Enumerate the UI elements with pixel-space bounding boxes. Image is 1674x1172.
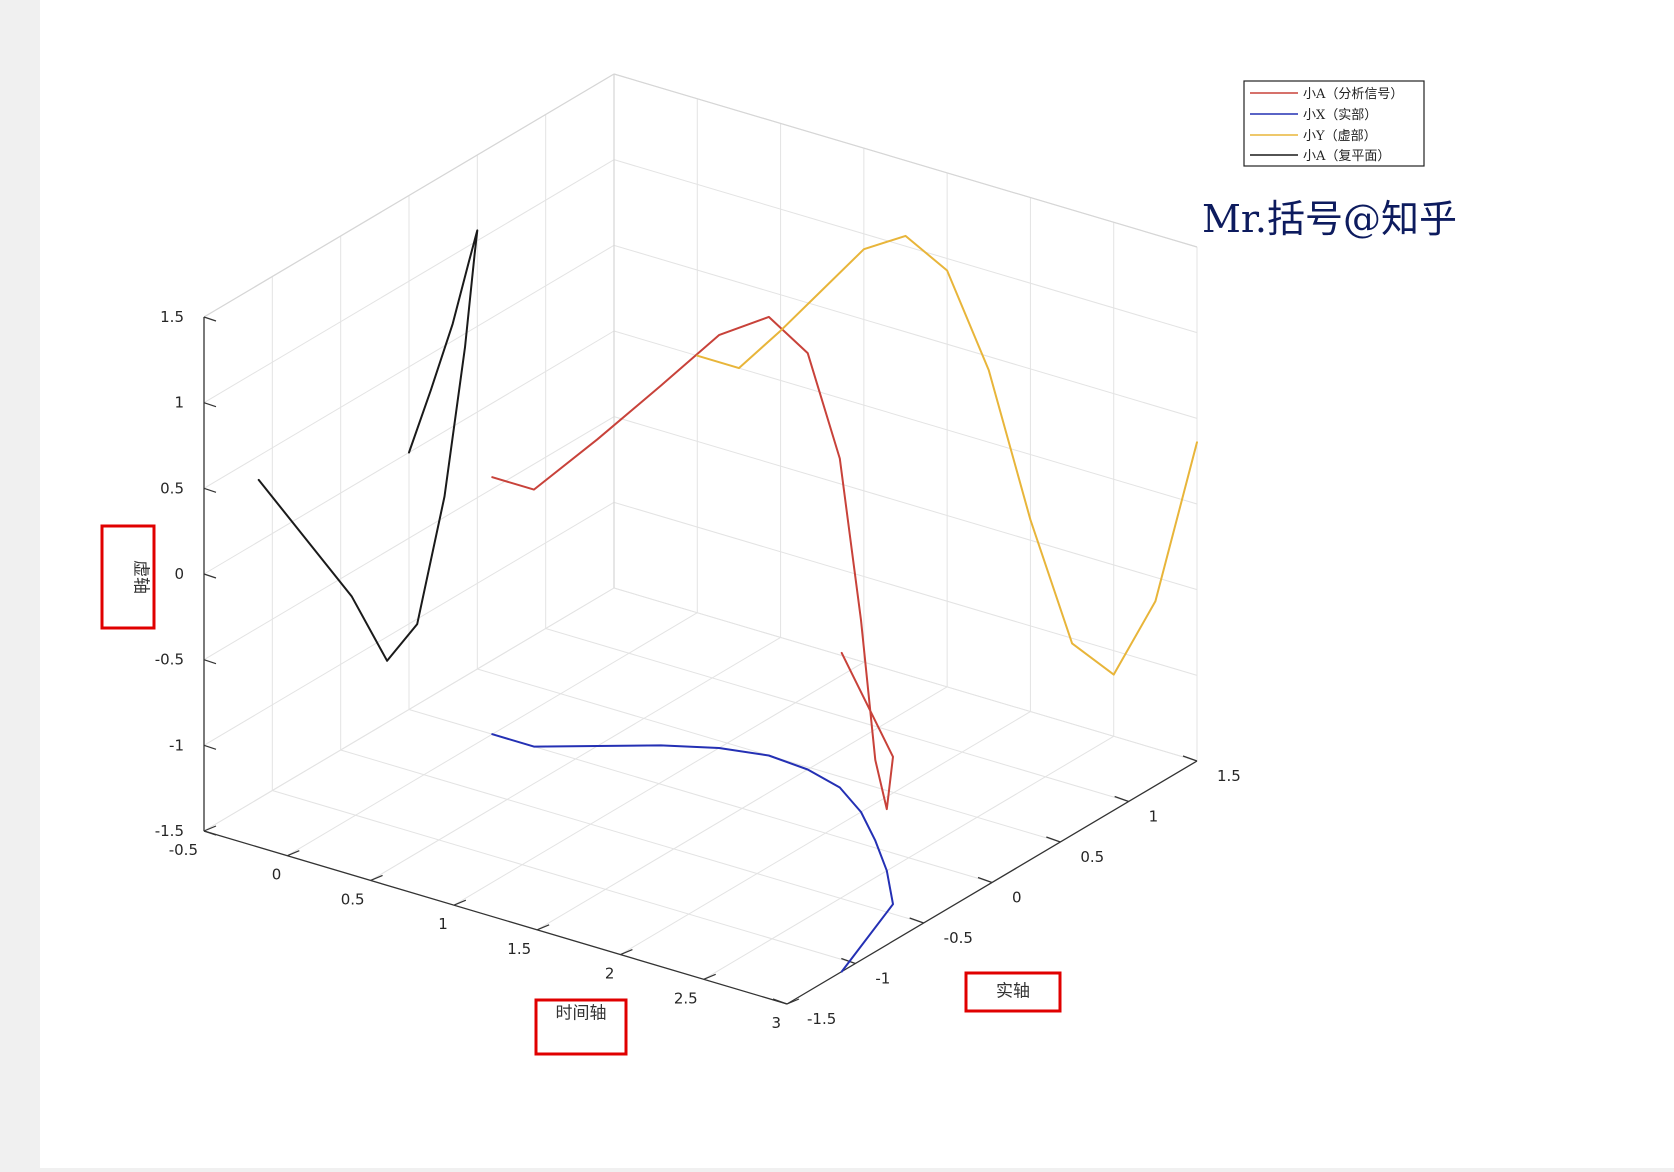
y-tick-label: 1.5: [1217, 767, 1241, 785]
x-tick-label: 0: [272, 866, 282, 884]
y-tick-mark: [772, 998, 788, 1005]
x-tick-mark: [703, 973, 716, 980]
y-tick-mark: [909, 917, 924, 924]
y-tick-mark: [1046, 836, 1061, 843]
z-tick-mark: [203, 830, 217, 836]
y-tick-mark: [977, 876, 993, 884]
z-tick-label: -0.5: [155, 651, 184, 669]
y-tick-label: 1: [1149, 808, 1159, 826]
ylabel-highlight-box: [964, 971, 1062, 1013]
box-edge-top-left: [203, 73, 615, 318]
grid-lines: [203, 73, 1198, 1005]
z-tick-mark: [203, 487, 217, 493]
z-tick-label: 1: [174, 394, 184, 412]
y-tick-mark: [841, 957, 856, 965]
z-tick-mark: [203, 659, 217, 665]
z-tick-mark: [203, 402, 217, 408]
x-tick-mark: [287, 850, 300, 857]
grid-line-floor-y: [272, 790, 856, 964]
x-tick-label: 2.5: [674, 989, 698, 1007]
y-tick-label: -1: [875, 970, 890, 988]
xlabel-highlight-box: [534, 998, 628, 1056]
x-tick-label: 1.5: [507, 940, 531, 958]
box-edge-top-back: [613, 73, 1198, 248]
figure-window: -0.5 0 0.5 1 1.5 2 2.5 3 -1.5 -1 -0.5 0 0.5 1 1.5 -1.5-…: [40, 0, 1674, 1168]
x-tick-label: 0.5: [341, 890, 365, 908]
grid-line-sidewall-z: [203, 501, 615, 746]
grid-line-floor-y: [340, 749, 924, 924]
grid-line-backwall-z: [613, 244, 1198, 419]
x-tick-mark: [536, 924, 550, 931]
legend-box: [1243, 80, 1425, 167]
curve-imag-part: [696, 234, 1198, 676]
y-tick-label: 0: [1012, 889, 1022, 907]
x-tick-label: -0.5: [169, 841, 198, 859]
grid-line-backwall-z: [613, 501, 1198, 676]
z-tick-label: -1: [169, 736, 184, 754]
grid-line-floor-y: [545, 628, 1129, 802]
z-tick-label: 0: [174, 565, 184, 583]
x-tick-mark: [453, 899, 467, 906]
grid-line-backwall-z: [613, 159, 1198, 334]
z-tick-label: -1.5: [155, 822, 184, 840]
grid-line-sidewall-z: [203, 244, 615, 489]
z-tick-label: 1.5: [160, 308, 184, 326]
watermark-text: Mr.括号@知乎: [1202, 197, 1457, 241]
y-tick-mark: [1182, 755, 1198, 762]
legend-entry-complex: 小A（复平面）: [1303, 149, 1390, 164]
tick-labels: -0.500.511.522.53 -1.5-1-0.500.511.5-1.5-…: [155, 308, 1241, 1032]
grid-line-sidewall-z: [203, 416, 615, 661]
x-tick-label: 3: [771, 1014, 781, 1032]
z-tick-label: 0.5: [160, 479, 184, 497]
grid-line-backwall-z: [613, 416, 1198, 591]
y-tick-label: -0.5: [944, 929, 973, 947]
legend-entry-imag: 小Y（虚部）: [1303, 129, 1377, 144]
legend-entry-analytic: 小A（分析信号）: [1303, 87, 1403, 102]
data-curves: [257, 229, 1198, 973]
y-axis-label: 实轴: [996, 982, 1030, 1002]
x-tick-mark: [203, 825, 217, 832]
z-axis-label: 虚轴: [131, 560, 151, 594]
chart-3d-plot: -0.500.511.522.53 -1.5-1-0.500.511.5-1.5-…: [100, 73, 1457, 1056]
y-tick-label: -1.5: [807, 1010, 836, 1028]
y-tick-label: 0.5: [1080, 848, 1104, 866]
x-axis-label: 时间轴: [556, 1004, 607, 1024]
curve-real-part: [491, 733, 894, 973]
x-axis-line: [203, 830, 788, 1005]
grid-line-sidewall-z: [203, 159, 615, 404]
curve-complex-plane: [257, 229, 479, 662]
zlabel-highlight-box: [100, 524, 156, 630]
x-tick-label: 2: [605, 965, 615, 983]
z-tick-mark: [203, 744, 217, 750]
grid-line-backwall-z: [613, 587, 1198, 762]
grid-line-sidewall-z: [203, 587, 615, 832]
x-tick-mark: [786, 998, 800, 1005]
z-tick-mark: [203, 573, 217, 579]
x-tick-mark: [370, 874, 383, 881]
axes: [203, 316, 1198, 1005]
x-tick-label: 1: [438, 915, 448, 933]
z-tick-mark: [203, 316, 217, 322]
y-tick-mark: [1114, 795, 1129, 803]
legend[interactable]: 小A（分析信号） 小X（实部） 小Y（虚部） 小A（复平面）: [1243, 80, 1425, 167]
x-tick-mark: [620, 949, 633, 956]
curve-analytic-signal: [491, 315, 894, 811]
legend-entry-real: 小X（实部）: [1303, 108, 1377, 123]
